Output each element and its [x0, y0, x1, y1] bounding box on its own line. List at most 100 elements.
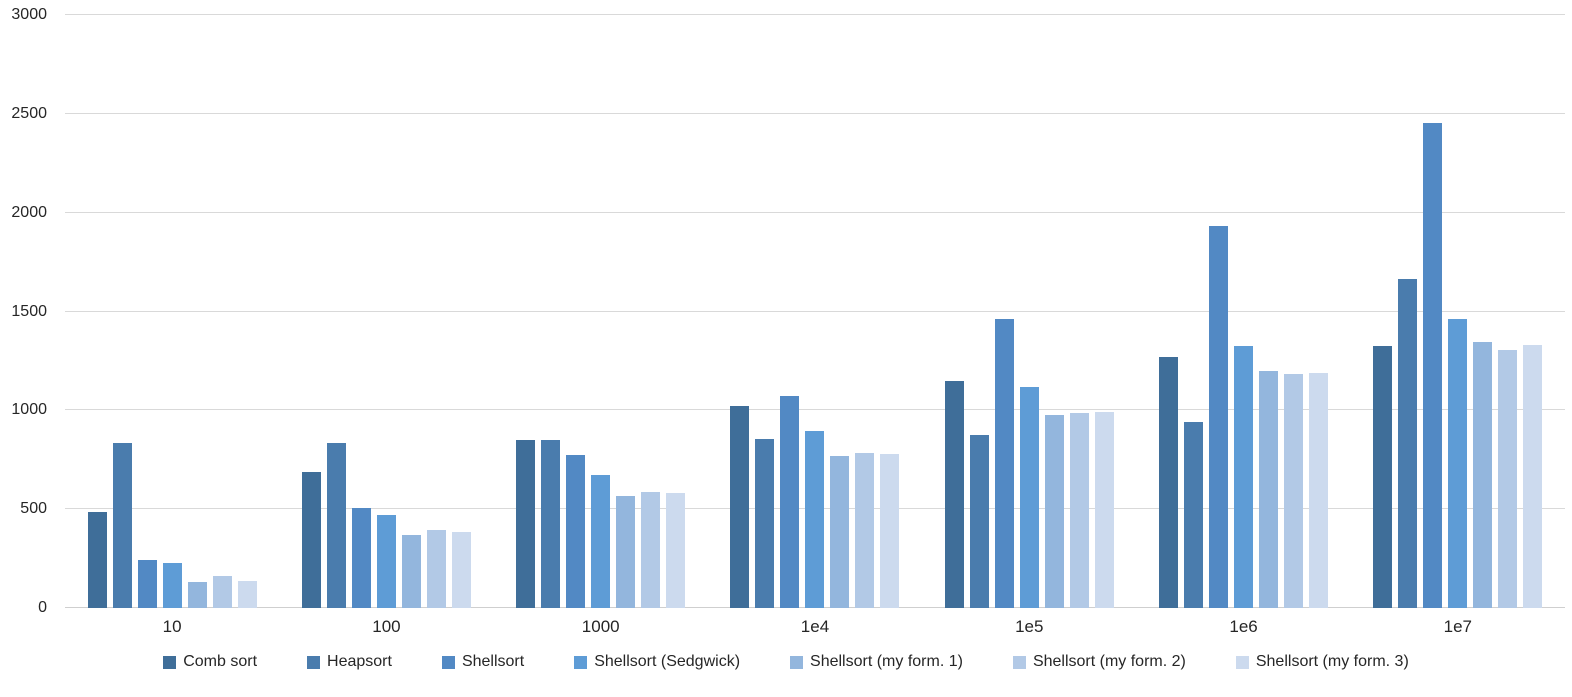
- x-tick-label-1e6: 1e6: [1229, 617, 1258, 636]
- legend-item-shellsort-my-form-3: Shellsort (my form. 3): [1235, 653, 1409, 671]
- y-tick-label-2500: 2500: [11, 104, 47, 122]
- legend-item-heapsort: Heapsort: [307, 653, 392, 671]
- bar-shellsort-my-form-1-1e4: [830, 455, 850, 608]
- bar-shellsort-sedgwick-10: [162, 562, 182, 608]
- y-tick-label-3000: 3000: [11, 6, 47, 23]
- legend-label: Comb sort: [183, 653, 258, 670]
- legend-label: Shellsort (my form. 1): [810, 653, 963, 670]
- legend-label: Shellsort (Sedgwick): [594, 653, 741, 670]
- bar-shellsort-1e6: [1209, 225, 1229, 608]
- legend-marker-icon: [1235, 655, 1249, 669]
- x-tick-label-1000: 1000: [581, 617, 620, 636]
- bar-shellsort-1000: [566, 454, 586, 608]
- bar-heapsort-1e7: [1398, 278, 1418, 608]
- bar-shellsort-sedgwick-1e7: [1448, 319, 1468, 608]
- bar-comb-sort-100: [301, 471, 321, 608]
- legend-marker-icon: [307, 655, 321, 669]
- bar-group-100: [279, 15, 493, 608]
- bar-shellsort-sedgwick-1e5: [1019, 386, 1039, 608]
- bar-shellsort-my-form-1-1e7: [1473, 342, 1493, 608]
- bar-heapsort-1e6: [1184, 422, 1204, 608]
- x-tick-label-10: 10: [162, 617, 182, 636]
- gridline-3000: [65, 14, 1565, 15]
- legend-marker-icon: [441, 655, 455, 669]
- bar-shellsort-sedgwick-1000: [591, 474, 611, 608]
- bar-comb-sort-10: [87, 512, 107, 608]
- bar-shellsort-my-form-1-1000: [616, 496, 636, 608]
- bar-group-1e4: [708, 15, 922, 608]
- bar-shellsort-my-form-3-1e4: [880, 453, 900, 608]
- bar-shellsort-my-form-1-1e6: [1259, 370, 1279, 608]
- bar-shellsort-sedgwick-1e4: [805, 431, 825, 608]
- legend-item-shellsort-my-form-1: Shellsort (my form. 1): [790, 653, 963, 671]
- gridline-1500: [65, 310, 1565, 312]
- x-axis-labels: 10 100 1000 1e4 1e5 1e6 1e7: [65, 608, 1565, 637]
- legend: Comb sort Heapsort Shellsort Shellsort (Sed…: [0, 653, 1572, 671]
- bar-groups: [65, 15, 1565, 608]
- legend-label: Shellsort (my form. 2): [1032, 653, 1186, 670]
- bar-group-1e7: [1351, 15, 1565, 608]
- plot-region: 0 500 1000 1500 2000 2500 3000: [0, 7, 1572, 616]
- bar-shellsort-my-form-2-1e5: [1069, 413, 1089, 608]
- legend-item-shellsort-sedgwick: Shellsort (Sedgwick): [574, 653, 740, 671]
- bar-shellsort-my-form-2-1e7: [1498, 350, 1518, 608]
- plot-area: [65, 14, 1565, 608]
- bar-group-1e6: [1136, 15, 1350, 608]
- bar-shellsort-my-form-3-1e7: [1523, 345, 1543, 608]
- bar-shellsort-my-form-3-1e6: [1309, 372, 1329, 608]
- bar-shellsort-1e7: [1423, 122, 1443, 608]
- bar-shellsort-100: [351, 508, 371, 608]
- bar-shellsort-my-form-3-1e5: [1094, 412, 1114, 608]
- bar-heapsort-100: [326, 442, 346, 608]
- bar-shellsort-my-form-2-1000: [641, 492, 661, 608]
- legend-item-comb-sort: Comb sort: [163, 653, 257, 671]
- x-tick-label-100: 100: [372, 617, 401, 636]
- bar-comb-sort-1e4: [730, 406, 750, 608]
- bar-shellsort-sedgwick-1e6: [1234, 346, 1254, 608]
- y-tick-label-0: 0: [38, 599, 47, 616]
- bar-comb-sort-1e7: [1373, 346, 1393, 608]
- bar-heapsort-1000: [541, 439, 561, 608]
- legend-label: Shellsort (my form. 3): [1255, 653, 1409, 670]
- bar-shellsort-my-form-2-100: [426, 529, 446, 608]
- legend-marker-icon: [790, 655, 804, 669]
- bar-shellsort-my-form-1-10: [187, 582, 207, 608]
- y-tick-label-500: 500: [20, 500, 47, 518]
- bar-shellsort-my-form-3-1000: [666, 493, 686, 608]
- y-tick-label-1500: 1500: [11, 302, 47, 320]
- legend-label: Shellsort: [461, 653, 525, 670]
- bar-shellsort-my-form-2-1e4: [855, 452, 875, 608]
- bar-heapsort-1e4: [755, 439, 775, 608]
- x-tick-label-1e5: 1e5: [1015, 617, 1044, 636]
- bar-shellsort-10: [137, 559, 157, 608]
- bar-comb-sort-1e6: [1159, 356, 1179, 608]
- bar-group-10: [65, 15, 279, 608]
- bar-shellsort-my-form-2-10: [212, 576, 232, 608]
- legend-item-shellsort: Shellsort: [441, 653, 525, 671]
- x-tick-label-1e7: 1e7: [1443, 617, 1473, 636]
- y-axis-labels: 0 500 1000 1500 2000 2500 3000: [0, 7, 65, 616]
- bar-shellsort-my-form-3-10: [237, 581, 257, 608]
- bar-shellsort-my-form-2-1e6: [1284, 373, 1304, 608]
- bar-shellsort-my-form-1-100: [401, 534, 421, 608]
- legend-marker-icon: [574, 655, 588, 669]
- bar-group-1e5: [922, 15, 1136, 608]
- y-tick-label-1000: 1000: [11, 401, 47, 419]
- bar-shellsort-sedgwick-100: [376, 515, 396, 608]
- bar-shellsort-1e4: [780, 395, 800, 608]
- bar-shellsort-my-form-3-100: [451, 531, 471, 608]
- legend-marker-icon: [1012, 655, 1026, 669]
- bar-comb-sort-1000: [516, 439, 536, 608]
- gridline-2500: [65, 112, 1565, 114]
- x-tick-label-1e4: 1e4: [800, 617, 830, 636]
- gridline-1000: [65, 409, 1565, 411]
- bar-comb-sort-1e5: [944, 380, 964, 608]
- bar-shellsort-my-form-1-1e5: [1044, 415, 1064, 608]
- bar-shellsort-1e5: [994, 319, 1014, 608]
- legend-label: Heapsort: [327, 653, 392, 670]
- bar-group-1000: [494, 15, 708, 608]
- bar-heapsort-1e5: [969, 435, 989, 608]
- legend-item-shellsort-my-form-2: Shellsort (my form. 2): [1012, 653, 1186, 671]
- gridline-2000: [65, 211, 1565, 213]
